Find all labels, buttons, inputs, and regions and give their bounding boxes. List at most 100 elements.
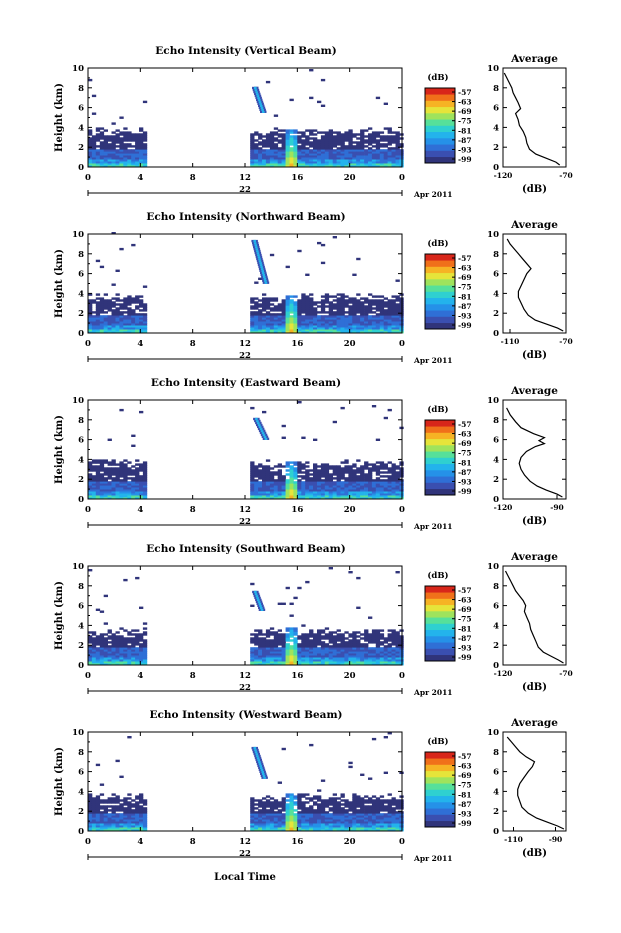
- colorbar-tick-label: -87: [458, 634, 472, 643]
- profile-x-tick-label: -110: [501, 337, 520, 346]
- colorbar-swatch: [425, 157, 455, 164]
- y-tick-label: 2: [78, 641, 84, 651]
- colorbar-swatch: [425, 101, 455, 108]
- x-tick-label: 0: [85, 671, 91, 681]
- colorbar-swatch: [425, 821, 455, 828]
- panel-3: Echo Intensity (Eastward Beam)0246810Hei…: [54, 377, 566, 531]
- colorbar-swatch: [425, 323, 455, 330]
- x-tick-label: 20: [344, 671, 356, 681]
- colorbar-swatch: [425, 260, 455, 267]
- colorbar-swatch: [425, 273, 455, 280]
- profile-x-label: (dB): [522, 682, 547, 693]
- x-tick-label: 0: [85, 339, 91, 349]
- colorbar-tick-label: -57: [458, 420, 472, 429]
- colorbar-swatch: [425, 144, 455, 151]
- colorbar-tick-label: -81: [458, 624, 472, 633]
- colorbar-tick-label: -63: [458, 98, 472, 107]
- colorbar-swatch: [425, 304, 455, 311]
- profile-line: [507, 408, 563, 497]
- heatmap-cells: [88, 732, 404, 831]
- colorbar-tick-label: -93: [458, 809, 472, 818]
- colorbar-tick-label: -75: [458, 615, 472, 624]
- colorbar: (dB)-57-63-69-75-81-87-93-99: [425, 72, 472, 164]
- colorbar-swatch: [425, 796, 455, 803]
- colorbar-swatch: [425, 611, 455, 618]
- colorbar-label: (dB): [427, 72, 448, 83]
- date-label: Apr 2011: [413, 522, 453, 531]
- y-tick-label: 4: [78, 621, 84, 631]
- colorbar-swatch: [425, 267, 455, 274]
- profile-title: Average: [510, 717, 558, 729]
- profile-y-tick-label: 8: [493, 84, 499, 94]
- colorbar-swatch: [425, 617, 455, 624]
- x-tick-label: 0: [399, 339, 405, 349]
- heatmap-cells: [88, 69, 404, 167]
- profile-y-tick-label: 8: [493, 748, 499, 758]
- x-tick-label: 8: [190, 837, 196, 847]
- day-label: 22: [239, 185, 251, 195]
- profile-y-tick-label: 6: [493, 768, 499, 778]
- profile-frame: [503, 566, 566, 665]
- day-label: 22: [239, 517, 251, 527]
- colorbar-tick-label: -81: [458, 126, 472, 135]
- x-tick-label: 0: [399, 671, 405, 681]
- colorbar-swatch: [425, 636, 455, 643]
- colorbar-swatch: [425, 420, 455, 427]
- colorbar-tick-label: -81: [458, 790, 472, 799]
- profile-y-tick-label: 10: [487, 64, 499, 74]
- colorbar-swatch: [425, 88, 455, 95]
- y-tick-label: 6: [78, 768, 84, 778]
- chart-title: Echo Intensity (Westward Beam): [149, 709, 342, 721]
- colorbar-tick-label: -63: [458, 430, 472, 439]
- colorbar-swatch: [425, 815, 455, 822]
- y-tick-label: 4: [78, 123, 84, 133]
- y-tick-label: 2: [78, 143, 84, 153]
- colorbar-swatch: [425, 151, 455, 158]
- colorbar-swatch: [425, 298, 455, 305]
- date-label: Apr 2011: [413, 688, 453, 697]
- y-tick-label: 0: [78, 661, 84, 671]
- colorbar-swatch: [425, 783, 455, 790]
- colorbar-swatch: [425, 649, 455, 656]
- x-tick-label: 20: [344, 339, 356, 349]
- y-tick-label: 10: [72, 230, 84, 240]
- colorbar-tick-label: -87: [458, 468, 472, 477]
- profile-x-label: (dB): [522, 184, 547, 195]
- y-tick-label: 10: [72, 396, 84, 406]
- colorbar-tick-label: -57: [458, 88, 472, 97]
- profile-y-tick-label: 6: [493, 104, 499, 114]
- x-tick-label: 16: [291, 173, 303, 183]
- date-label: Apr 2011: [413, 854, 453, 863]
- colorbar-tick-label: -75: [458, 449, 472, 458]
- colorbar-swatch: [425, 464, 455, 471]
- y-tick-label: 6: [78, 436, 84, 446]
- colorbar-swatch: [425, 642, 455, 649]
- profile-x-label: (dB): [522, 848, 547, 859]
- colorbar-swatch: [425, 292, 455, 299]
- colorbar-tick-label: -93: [458, 311, 472, 320]
- y-tick-label: 0: [78, 827, 84, 837]
- profile-title: Average: [510, 53, 558, 65]
- y-tick-label: 0: [78, 495, 84, 505]
- colorbar-tick-label: -69: [458, 107, 472, 116]
- y-tick-label: 6: [78, 602, 84, 612]
- profile-y-tick-label: 0: [493, 827, 499, 837]
- colorbar-tick-label: -99: [458, 155, 472, 164]
- x-tick-label: 12: [239, 339, 251, 349]
- date-label: Apr 2011: [413, 190, 453, 199]
- profile-frame: [503, 68, 566, 167]
- colorbar-tick-label: -69: [458, 605, 472, 614]
- colorbar-tick-label: -57: [458, 586, 472, 595]
- y-axis-label: Height (km): [54, 415, 65, 484]
- colorbar-swatch: [425, 285, 455, 292]
- colorbar-swatch: [425, 138, 455, 145]
- colorbar-tick-label: -99: [458, 487, 472, 496]
- y-tick-label: 10: [72, 64, 84, 74]
- colorbar-swatch: [425, 107, 455, 114]
- date-label: Apr 2011: [413, 356, 453, 365]
- colorbar-swatch: [425, 445, 455, 452]
- x-tick-label: 8: [190, 173, 196, 183]
- profile-y-tick-label: 10: [487, 396, 499, 406]
